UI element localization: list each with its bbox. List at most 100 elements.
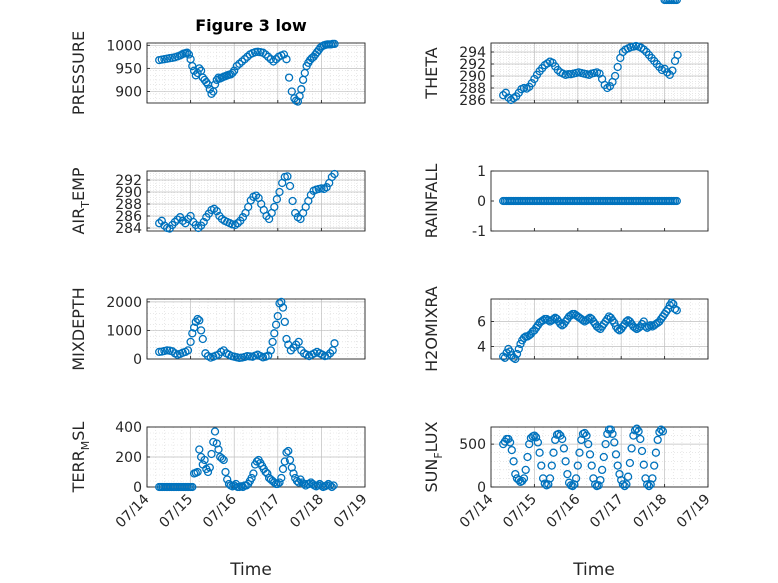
data-point <box>195 64 204 73</box>
y-tick-label: 0 <box>133 352 142 368</box>
data-point <box>559 444 569 453</box>
data-point <box>325 481 335 490</box>
data-point <box>500 353 510 362</box>
x-tick-label: 07/18 <box>287 491 327 531</box>
data-point <box>210 427 220 436</box>
data-point <box>261 467 270 477</box>
data-point <box>200 455 209 465</box>
data-point <box>306 190 316 200</box>
data-point <box>533 438 543 447</box>
data-points <box>499 298 681 364</box>
y-tick-label: 1000 <box>106 38 142 54</box>
data-point <box>284 73 294 82</box>
data-point <box>188 61 197 71</box>
y-axis-label: THETA <box>422 47 441 99</box>
data-point <box>622 480 631 489</box>
data-point <box>597 465 607 475</box>
data-point <box>191 71 200 80</box>
data-point <box>672 306 681 315</box>
data-point <box>207 89 216 98</box>
data-point <box>521 465 530 475</box>
data-point <box>210 80 220 89</box>
axes-box <box>146 42 366 104</box>
data-point <box>507 445 516 455</box>
subplot-pressure: 1000 950 900 PRESSURE <box>69 31 366 115</box>
data-points <box>499 41 682 105</box>
data-point <box>188 482 197 492</box>
data-point <box>573 461 582 470</box>
data-point <box>514 475 523 485</box>
data-point <box>228 68 237 78</box>
y-tick-label: 400 <box>115 420 142 436</box>
data-point <box>277 473 286 483</box>
data-point <box>584 439 593 449</box>
x-axis-label-right: Time <box>572 560 615 580</box>
x-tick-label: 07/16 <box>200 491 240 531</box>
data-point <box>238 213 248 222</box>
data-point <box>207 449 216 459</box>
y-tick-label: -1 <box>472 224 486 240</box>
y-tick-label: 500 <box>459 437 486 453</box>
data-point <box>178 216 187 225</box>
data-point <box>540 479 549 488</box>
x-tick-label: 07/17 <box>587 491 627 531</box>
data-point <box>605 82 615 91</box>
data-point <box>673 50 682 60</box>
data-point <box>610 71 620 81</box>
data-point <box>656 425 666 434</box>
data-point <box>288 196 297 206</box>
x-tick-label: 07/19 <box>674 491 714 531</box>
y-axis-label: SUNFLUX <box>422 421 445 492</box>
data-point <box>658 427 668 436</box>
data-point <box>323 351 332 360</box>
data-point <box>646 321 655 330</box>
data-point <box>284 446 293 456</box>
data-point <box>617 475 626 485</box>
x-tick-label: 07/15 <box>156 491 196 531</box>
data-point <box>235 59 244 68</box>
y-tick-label: 286 <box>459 93 486 109</box>
data-point <box>249 469 258 478</box>
data-point <box>623 472 633 481</box>
data-point <box>280 457 289 466</box>
data-point <box>330 39 339 49</box>
data-point <box>282 448 291 457</box>
data-point <box>672 0 681 5</box>
data-point <box>212 207 221 216</box>
y-tick-label: 2000 <box>106 295 142 311</box>
y-axis-label: PRESSURE <box>69 31 88 115</box>
y-tick-label: 288 <box>115 197 142 213</box>
y-tick-label: 6 <box>477 315 486 331</box>
data-point <box>511 469 520 479</box>
data-point <box>535 448 544 457</box>
subplot-rainfall: 1 0 -1 RAINFALL <box>422 164 709 240</box>
y-axis-label: TERRMSL <box>69 422 92 494</box>
data-point <box>268 337 277 347</box>
data-point <box>630 323 640 332</box>
data-point <box>601 439 610 449</box>
y-axis-label: AIRTEMP <box>69 167 92 234</box>
data-point <box>330 339 339 348</box>
data-point <box>170 217 180 227</box>
data-point <box>639 460 648 469</box>
data-point <box>297 85 306 94</box>
data-point <box>501 88 510 97</box>
data-point <box>293 97 303 106</box>
data-point <box>531 433 541 442</box>
data-point <box>591 480 600 489</box>
data-point <box>266 55 275 64</box>
data-point <box>558 434 567 444</box>
data-points <box>155 39 339 106</box>
data-points <box>155 297 339 363</box>
data-point <box>636 434 645 444</box>
data-point <box>278 303 288 312</box>
data-point <box>625 458 635 468</box>
data-point <box>283 172 292 181</box>
data-point <box>205 463 214 472</box>
data-point <box>182 48 192 57</box>
data-point <box>504 93 513 102</box>
data-point <box>285 181 295 191</box>
y-tick-label: 286 <box>115 209 142 225</box>
data-point <box>613 62 622 72</box>
